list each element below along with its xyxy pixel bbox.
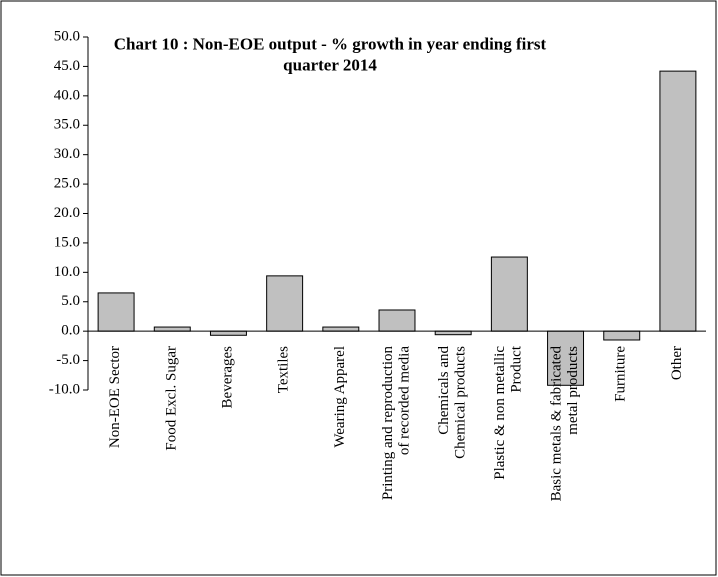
- bar: [490, 256, 528, 332]
- y-tick-label: 35.0: [54, 117, 80, 133]
- x-tick-label: Wearing Apparel: [332, 346, 348, 448]
- x-tick-label: Printing and reproductionof recorded med…: [380, 346, 413, 501]
- bar: [266, 275, 304, 332]
- y-tick-label: -10.0: [49, 381, 80, 397]
- y-tick-label: 50.0: [54, 28, 80, 44]
- y-tick-label: 10.0: [54, 264, 80, 280]
- x-tick-label: Food Excl. Sugar: [164, 346, 180, 451]
- y-tick-label: 5.0: [61, 293, 80, 309]
- x-tick-label: Plastic & non metallicProduct: [493, 345, 526, 480]
- bar: [547, 330, 585, 386]
- x-tick-label: Textiles: [276, 346, 292, 393]
- chart-title: Chart 10 : Non-EOE output - % growth in …: [114, 34, 547, 74]
- bar: [322, 326, 360, 332]
- y-tick-label: 45.0: [54, 58, 80, 74]
- x-tick-label: Beverages: [220, 346, 236, 409]
- y-tick-label: 15.0: [54, 234, 80, 250]
- y-tick-label: 30.0: [54, 146, 80, 162]
- x-tick-label: Other: [669, 346, 685, 380]
- bar: [434, 330, 472, 336]
- bar: [153, 326, 191, 332]
- y-tick-label: 25.0: [54, 176, 80, 192]
- bar: [209, 330, 247, 336]
- x-tick-label: Furniture: [613, 346, 629, 402]
- y-tick-label: -5.0: [56, 352, 80, 368]
- x-tick-label: Basic metals & fabricatedmetal products: [549, 346, 582, 502]
- bar: [97, 292, 135, 332]
- y-tick-label: 0.0: [61, 323, 80, 339]
- y-tick-label: 40.0: [54, 87, 80, 103]
- bar: [378, 309, 416, 332]
- bar: [603, 330, 641, 341]
- x-tick-label: Non-EOE Sector: [108, 346, 124, 448]
- bar: [659, 70, 697, 332]
- x-tick-label: Chemicals andChemical products: [436, 346, 469, 459]
- y-tick-label: 20.0: [54, 205, 80, 221]
